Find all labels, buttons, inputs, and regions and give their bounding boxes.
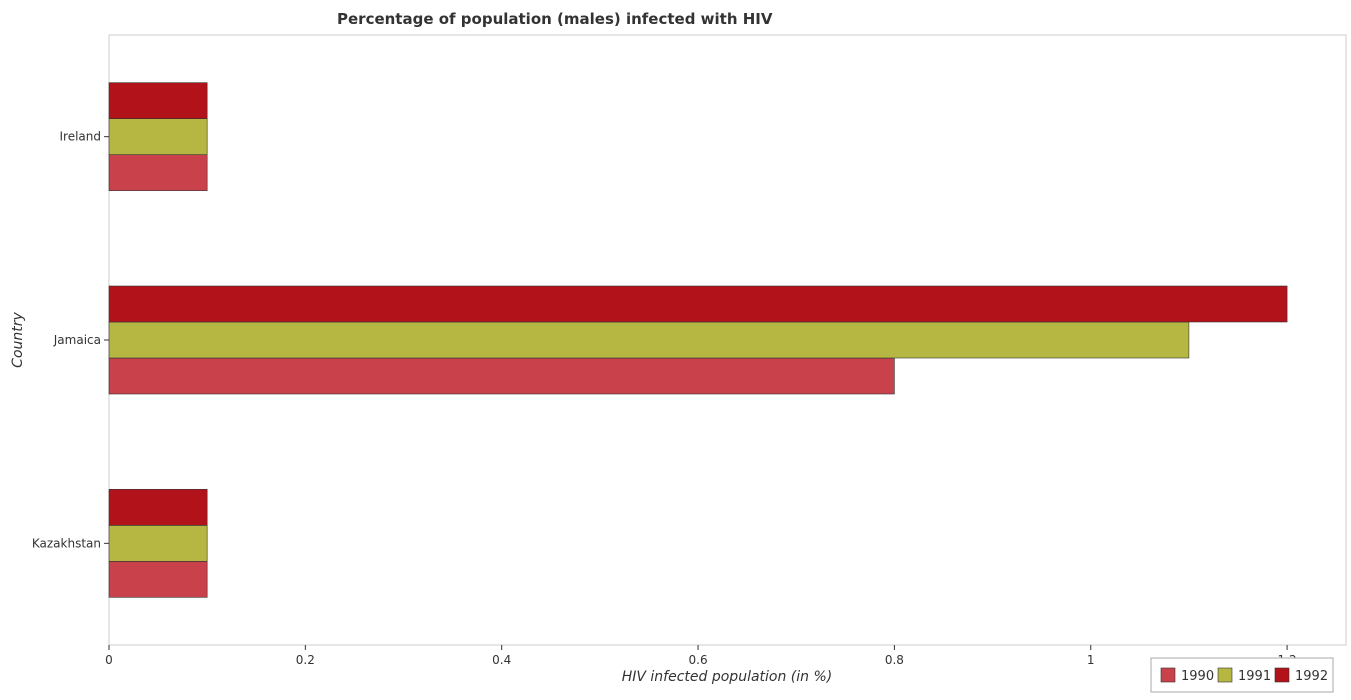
- y-tick-label: Ireland: [59, 130, 101, 144]
- x-tick-label: 0.4: [492, 653, 511, 667]
- legend-label-1991: 1991: [1238, 669, 1271, 684]
- x-tick-label: 0.2: [296, 653, 315, 667]
- legend-label-1990: 1990: [1181, 669, 1214, 684]
- legend: 1990 1991 1992: [1150, 657, 1334, 693]
- bar-ireland-1992: [108, 82, 208, 119]
- legend-swatch-1990: [1160, 667, 1176, 683]
- bars-group: [108, 82, 1288, 598]
- bar-jamaica-1990: [108, 357, 895, 395]
- bar-kazakhstan-1992: [108, 489, 208, 526]
- x-axis-ticks: 00.20.40.60.811.2: [105, 645, 1297, 667]
- y-axis-label: Country: [10, 311, 26, 367]
- y-tick-label: Kazakhstan: [32, 536, 101, 550]
- bar-ireland-1990: [108, 154, 208, 191]
- bar-jamaica-1992: [108, 285, 1288, 323]
- bar-kazakhstan-1991: [108, 525, 208, 562]
- legend-swatch-1992: [1274, 667, 1290, 683]
- chart-title: Percentage of population (males) infecte…: [337, 10, 773, 28]
- x-tick-label: 1: [1087, 653, 1095, 667]
- x-tick-label: 0.6: [689, 653, 708, 667]
- legend-box: [1150, 657, 1334, 693]
- x-tick-label: 0.8: [885, 653, 904, 667]
- x-axis-label: HIV infected population (in %): [622, 669, 833, 685]
- legend-label-1992: 1992: [1295, 669, 1328, 684]
- bar-kazakhstan-1990: [108, 561, 208, 598]
- bar-ireland-1991: [108, 118, 208, 155]
- y-tick-label: Jamaica: [53, 333, 101, 347]
- x-tick-label: 0: [105, 653, 113, 667]
- y-axis-ticks: Ireland Jamaica Kazakhstan: [32, 130, 109, 550]
- legend-swatch-1991: [1217, 667, 1233, 683]
- bar-jamaica-1991: [108, 321, 1190, 359]
